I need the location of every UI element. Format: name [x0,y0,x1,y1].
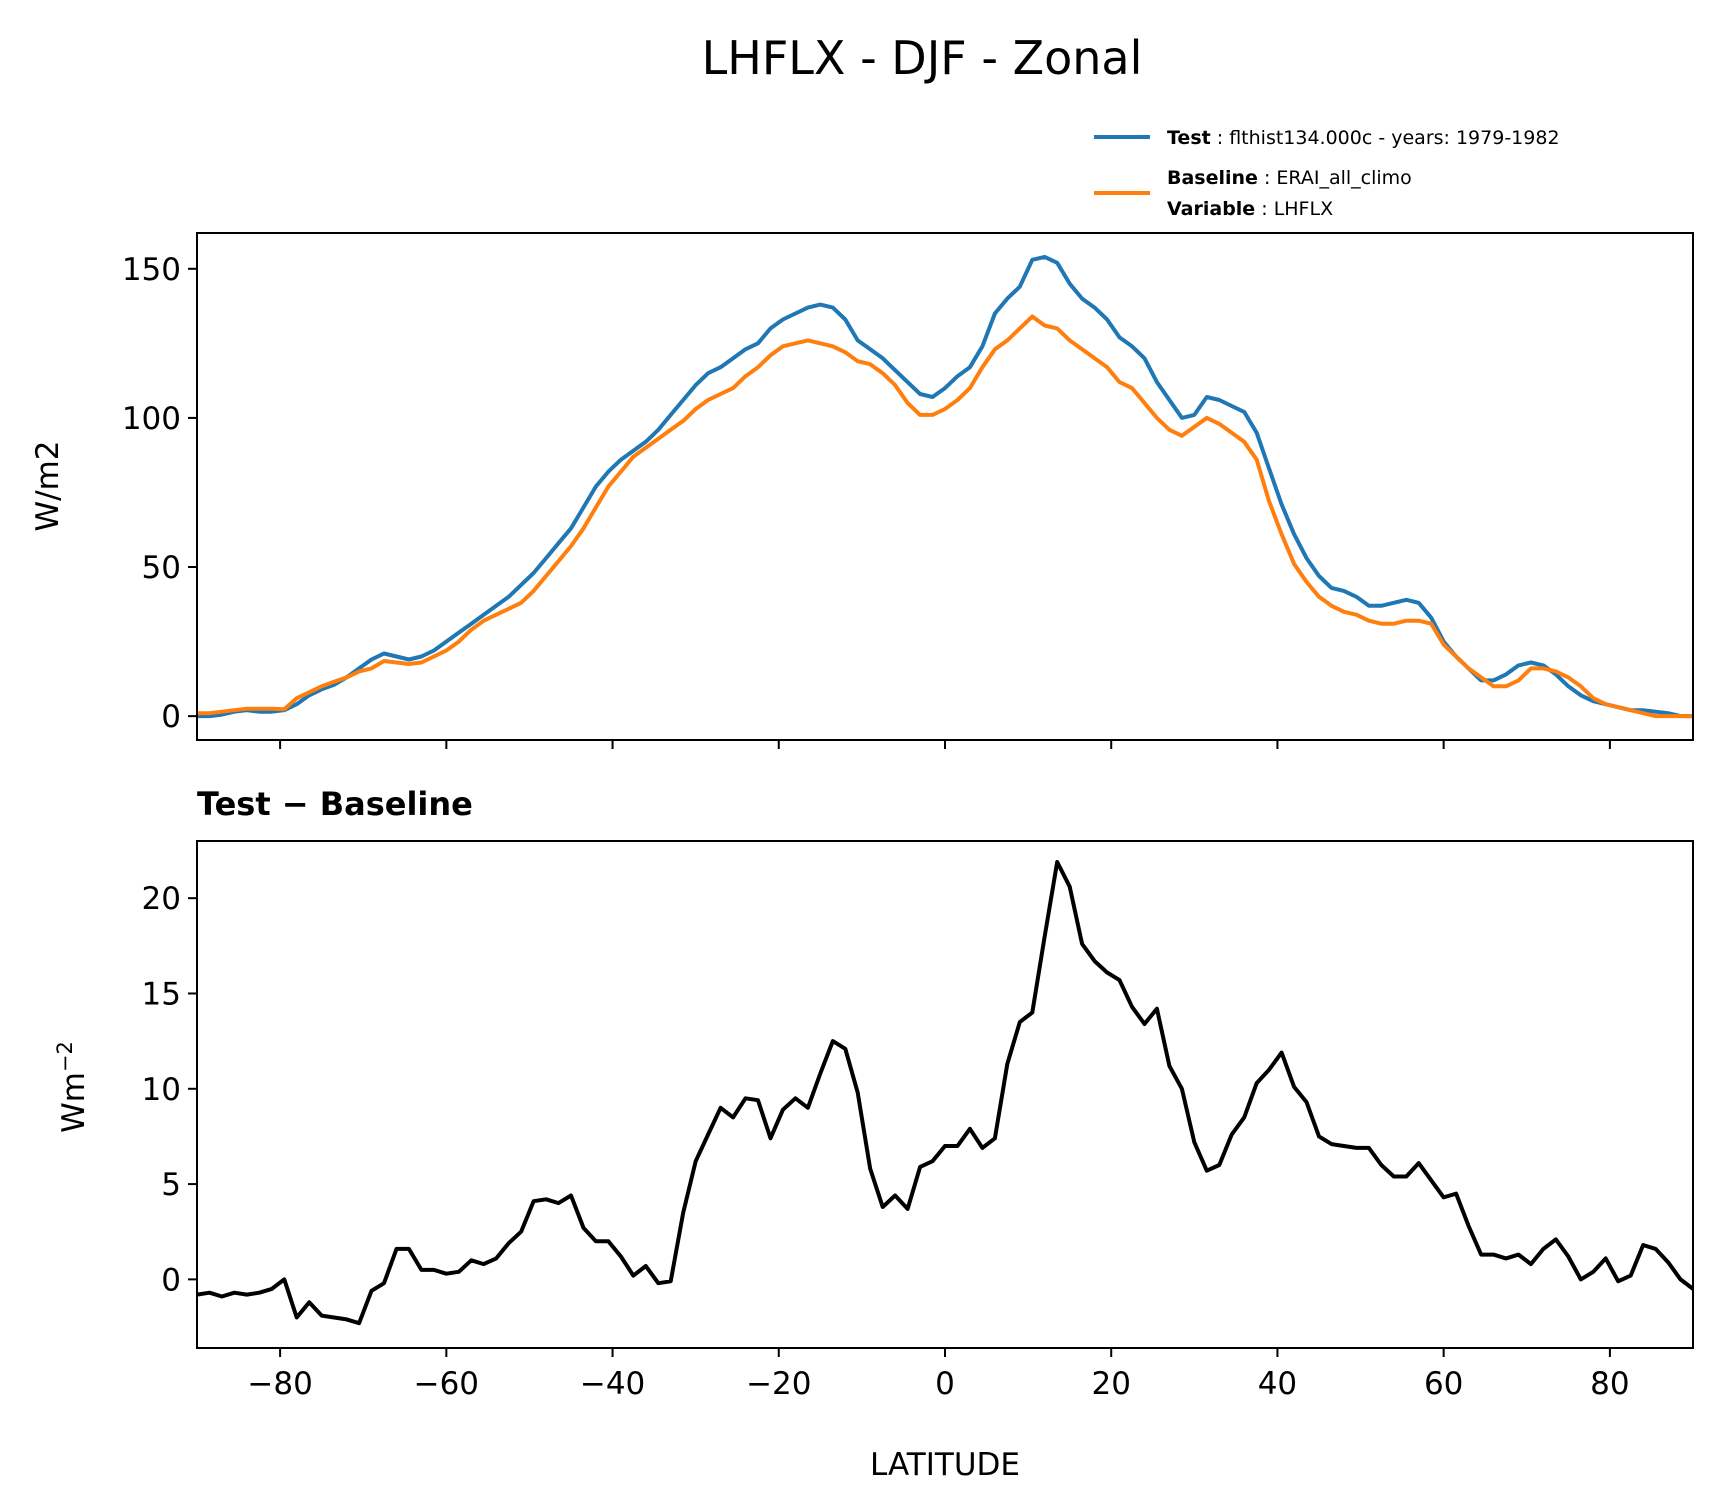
legend-variable-text: LHFLX [1274,198,1333,220]
y-tick-label: 0 [161,1262,181,1298]
legend-variable-label: Variable [1167,198,1255,220]
series-line-baseline [197,314,1693,719]
top-y-ticks: 0 50 100 150 [122,252,197,735]
top-series [197,254,1693,719]
y-tick-label: 20 [142,881,181,917]
legend-baseline-text: ERAI_all_climo [1276,167,1411,189]
bottom-y-axis-label: Wm−2 [53,1041,92,1133]
svg-text:Variable : LHFLX: Variable : LHFLX [1167,198,1333,220]
legend-baseline-label: Baseline [1167,167,1258,189]
series-line-test [197,254,1693,719]
x-tick-label: −60 [414,1366,479,1402]
x-tick-label: −80 [247,1366,312,1402]
y-tick-label: 100 [122,401,181,437]
figure-title: LHFLX - DJF - Zonal [702,31,1143,85]
y-tick-label: 10 [142,1072,181,1108]
svg-text:Test : flthist134.000c - years: Test : flthist134.000c - years: 1979-198… [1167,127,1560,149]
legend: Test : flthist134.000c - years: 1979-198… [1094,127,1560,220]
legend-test-label: Test [1167,127,1211,149]
top-x-ticks [279,740,1611,749]
y-tick-label: 15 [142,976,181,1012]
bottom-x-ticks: −80 −60 −40 −20 0 20 40 60 80 [247,1348,1630,1402]
top-y-axis-label: W/m2 [30,440,66,531]
x-tick-label: −40 [580,1366,645,1402]
bottom-panel: Test − Baseline 0 5 10 15 20 −80 −60 −40 −20 0 20… [53,785,1695,1483]
y-tick-label: 150 [122,252,181,288]
x-tick-label: 40 [1258,1366,1297,1402]
y-tick-label: 5 [161,1167,181,1203]
top-panel: 0 50 100 150 W/m2 [30,232,1694,749]
legend-test-text: flthist134.000c - years: 1979-1982 [1229,127,1559,149]
bottom-subtitle: Test − Baseline [197,785,473,823]
bottom-series [196,860,1695,1326]
x-axis-label: LATITUDE [870,1447,1020,1483]
x-tick-label: 60 [1424,1366,1463,1402]
x-tick-label: 80 [1590,1366,1629,1402]
bottom-y-ticks: 0 5 10 15 20 [142,881,197,1298]
x-tick-label: 0 [935,1366,955,1402]
x-tick-label: −20 [746,1366,811,1402]
bottom-plot-frame [196,840,1694,1349]
svg-text:Baseline : ERAI_all_climo: Baseline : ERAI_all_climo [1167,167,1412,189]
series-line-test-baseline [196,860,1695,1326]
y-tick-label: 50 [142,550,181,586]
top-plot-frame [196,232,1694,741]
y-tick-label: 0 [161,699,181,735]
x-tick-label: 20 [1091,1366,1130,1402]
